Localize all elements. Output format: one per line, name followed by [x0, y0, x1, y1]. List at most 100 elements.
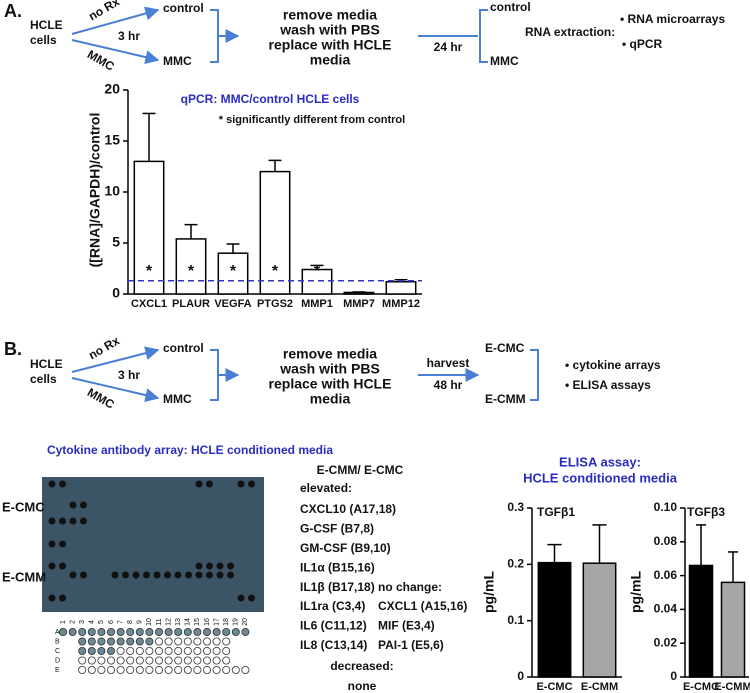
- chart-title: TGFβ1: [537, 505, 575, 519]
- array-spot: [206, 571, 213, 579]
- group-label: MMC: [490, 54, 519, 68]
- array-spot: [111, 571, 119, 579]
- step-text: replace with HCLE: [269, 37, 392, 53]
- key-spot: [87, 656, 96, 665]
- step-text: remove media: [283, 346, 377, 362]
- array-column-label: 9: [137, 620, 144, 624]
- array-list-item: IL1α (B15,16): [300, 560, 375, 574]
- y-tick-label: 0.1: [507, 613, 524, 627]
- array-spot: [59, 480, 66, 488]
- key-spot: [222, 637, 231, 646]
- key-spot: [107, 656, 116, 665]
- time-label: 24 hr: [434, 40, 463, 54]
- array-list-item: IL8 (C13,14): [300, 638, 367, 652]
- key-spot: [164, 656, 173, 665]
- key-spot: [126, 647, 135, 656]
- key-spot: [164, 628, 173, 637]
- key-spot: [222, 656, 231, 665]
- y-tick-label: 0: [517, 669, 524, 683]
- y-tick-label: 0.2: [507, 557, 524, 571]
- key-spot: [202, 628, 211, 637]
- key-spot: [183, 628, 192, 637]
- key-spot: [116, 666, 125, 675]
- key-spot: [107, 647, 116, 656]
- key-spot: [145, 628, 154, 637]
- key-spot: [87, 628, 96, 637]
- group-label: MMC: [163, 54, 192, 68]
- array-spot: [48, 562, 56, 570]
- array-list-item: IL1β (B17,18): [300, 580, 375, 594]
- cells-label: HCLE: [30, 18, 63, 32]
- array-spot: [164, 571, 171, 579]
- x-tick-label: E-CMM: [714, 681, 750, 693]
- array-spot: [195, 480, 203, 488]
- bar: [537, 561, 572, 678]
- key-spot: [154, 647, 163, 656]
- key-spot: [231, 628, 240, 637]
- step-text: wash with PBS: [279, 361, 380, 377]
- y-tick-label: 0.10: [654, 500, 678, 514]
- bar: [133, 160, 165, 295]
- y-tick-label: 0.02: [654, 635, 678, 649]
- key-spot: [183, 637, 192, 646]
- analysis-item: • RNA microarrays: [620, 12, 725, 26]
- panel-label: A.: [4, 1, 22, 21]
- key-spot: [193, 666, 202, 675]
- x-tick-label: VEGFA: [214, 298, 251, 310]
- array-column-label: 20: [242, 618, 249, 626]
- array-spot: [69, 571, 77, 579]
- y-tick-label: 5: [112, 234, 120, 250]
- y-tick-label: 0: [670, 669, 677, 683]
- array-column-label: 14: [185, 618, 192, 626]
- bar: [343, 291, 375, 295]
- y-tick-label: 0.04: [654, 602, 678, 616]
- key-spot: [154, 637, 163, 646]
- array-list-item: IL1ra (C3,4): [300, 599, 365, 613]
- array-spot: [206, 562, 213, 570]
- array-spot: [80, 501, 87, 509]
- group-label: control: [163, 341, 204, 355]
- flow-b-arrows: [71, 346, 539, 402]
- array-list-title: E-CMM/ E-CMC: [317, 463, 404, 477]
- cells-label: HCLE: [30, 357, 63, 371]
- chart-title: TGFβ3: [687, 505, 725, 519]
- y-axis-label: pg/mL: [481, 571, 497, 613]
- chart-title: qPCR: MMC/control HCLE cells: [181, 92, 360, 106]
- key-spot: [107, 637, 116, 646]
- bar: [385, 281, 417, 295]
- key-spot: [135, 628, 144, 637]
- analysis-item: • cytokine arrays: [565, 358, 661, 372]
- key-spot: [174, 647, 183, 656]
- array-column-label: 10: [146, 618, 153, 626]
- array-column-label: 2: [69, 620, 76, 624]
- array-row-letter: E: [55, 667, 60, 674]
- bar: [301, 268, 333, 295]
- array-spot: [185, 571, 192, 579]
- array-column-label: 15: [194, 618, 201, 626]
- time-label: 3 hr: [118, 29, 140, 43]
- key-spot: [145, 666, 154, 675]
- key-spot: [241, 666, 250, 675]
- array-column-label: 16: [204, 618, 211, 626]
- array-spot: [48, 540, 56, 548]
- key-spot: [107, 628, 116, 637]
- key-spot: [164, 666, 173, 675]
- significance-marker: *: [188, 263, 195, 280]
- step-text: wash with PBS: [279, 22, 380, 38]
- key-spot: [87, 666, 96, 675]
- key-spot: [135, 647, 144, 656]
- key-spot: [231, 666, 240, 675]
- key-spot: [126, 637, 135, 646]
- flow-a-arrows: [71, 6, 488, 64]
- key-spot: [202, 666, 211, 675]
- time-label: 48 hr: [434, 378, 463, 392]
- array-spot: [237, 594, 245, 602]
- array-row-label: E-CMM: [2, 569, 46, 584]
- cells-label: cells: [30, 372, 57, 386]
- key-spot: [212, 637, 221, 646]
- key-spot: [212, 666, 221, 675]
- array-spot: [237, 480, 245, 488]
- array-spot: [80, 517, 87, 525]
- array-row-letter: B: [55, 638, 60, 645]
